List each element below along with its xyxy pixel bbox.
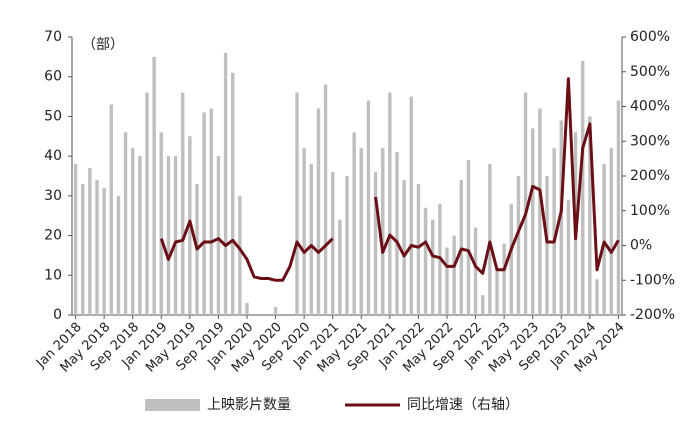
bar [581, 60, 585, 316]
bar [181, 92, 185, 315]
bar [481, 295, 485, 315]
bar [452, 235, 456, 315]
bar [338, 219, 342, 315]
bar [245, 303, 249, 315]
bar [431, 219, 435, 315]
bar [516, 176, 521, 315]
bar [323, 84, 328, 316]
legend-swatch [145, 399, 200, 411]
bar [609, 148, 613, 315]
bar [545, 176, 549, 315]
legend-label: 同比增速（右轴） [407, 397, 519, 413]
bar [423, 207, 428, 315]
bar [73, 164, 78, 315]
bar [495, 267, 499, 315]
bar [166, 156, 171, 315]
bar [116, 195, 121, 315]
bar [502, 243, 506, 315]
bar [509, 203, 513, 315]
bar [595, 279, 599, 315]
bar [395, 152, 399, 315]
bar [295, 92, 299, 315]
bar [616, 100, 621, 316]
y-tick-label: 0 [53, 307, 62, 323]
bar [159, 132, 163, 315]
y-tick-label: 40 [44, 148, 62, 164]
y-tick-label: 10 [44, 267, 62, 283]
bar [459, 179, 463, 315]
y-unit-label: （部） [82, 37, 124, 53]
y2-tick-label: -200% [630, 307, 675, 323]
bar [223, 52, 228, 316]
bar [531, 128, 535, 315]
y2-tick-label: 300% [630, 133, 670, 149]
bar [352, 132, 356, 315]
bar [209, 108, 213, 315]
y2-tick-label: 100% [630, 203, 670, 219]
bar [109, 104, 113, 315]
bar [566, 199, 571, 315]
y2-tick-label: 500% [630, 64, 670, 80]
bar [488, 164, 492, 315]
y-tick-label: 60 [44, 69, 62, 85]
legend-label: 上映影片数量 [207, 397, 291, 413]
y2-tick-label: 0% [630, 238, 652, 254]
bar [131, 148, 135, 315]
bar [216, 156, 221, 315]
bar [602, 164, 606, 315]
bar [473, 227, 478, 315]
bar [416, 183, 421, 315]
bar [359, 148, 363, 315]
bar [88, 168, 92, 315]
bar [538, 108, 542, 315]
bar [238, 195, 242, 315]
bar [552, 148, 556, 315]
y2-tick-label: -100% [630, 272, 675, 288]
bar [388, 92, 392, 315]
bar [402, 179, 406, 315]
bar [302, 148, 306, 315]
bar [588, 116, 592, 315]
bar [445, 247, 449, 315]
bar [145, 92, 149, 315]
y-tick-label: 70 [44, 29, 62, 45]
bar [138, 156, 142, 315]
bar [331, 172, 335, 315]
y2-tick-label: 400% [630, 99, 670, 115]
bar [345, 176, 349, 315]
bar [523, 92, 528, 315]
bar [123, 132, 128, 315]
bar [81, 183, 85, 315]
y2-tick-label: 200% [630, 168, 670, 184]
bar [316, 108, 321, 315]
y2-tick-label: 600% [630, 29, 670, 45]
bar [366, 100, 371, 316]
bar [309, 164, 313, 315]
bar [559, 120, 563, 316]
bar [202, 112, 206, 315]
bar [466, 160, 471, 315]
bar [273, 307, 278, 315]
y-tick-label: 20 [44, 228, 62, 244]
bar [409, 96, 413, 315]
bar [102, 187, 106, 315]
bar [152, 56, 156, 315]
bar [381, 148, 385, 315]
bar [173, 156, 178, 315]
bar [231, 72, 235, 315]
bar [95, 179, 99, 315]
line [159, 77, 620, 282]
y-tick-label: 50 [44, 108, 62, 124]
bar [373, 172, 378, 315]
y-tick-label: 30 [44, 188, 62, 204]
